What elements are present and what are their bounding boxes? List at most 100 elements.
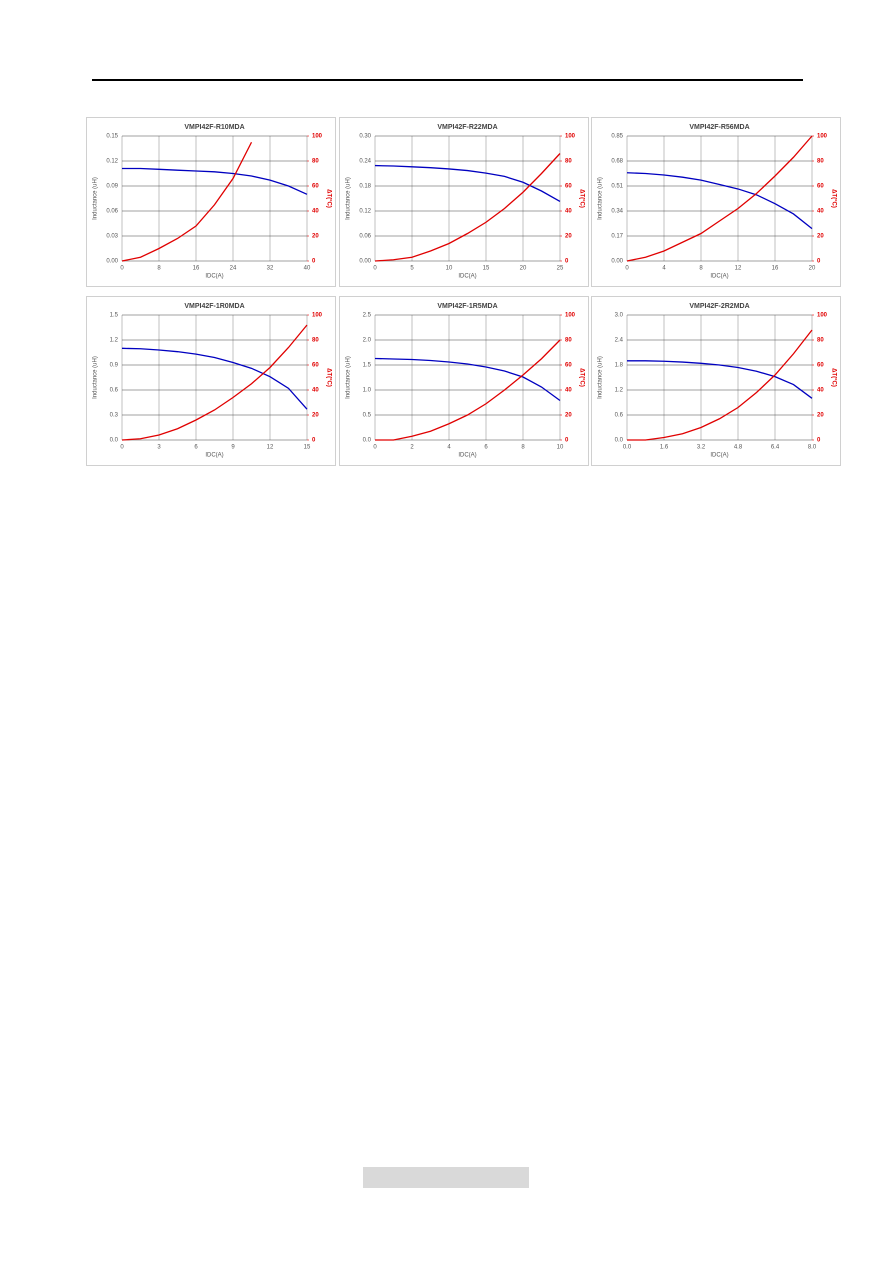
chart-panel: 0 3 6 9 12 15 0.0 0.3 0.6 0.9 1.2 1.5 0 20 40 60 80 100 VM…: [86, 296, 336, 466]
y2-tick-label: 0: [312, 259, 316, 265]
y2-tick-label: 60: [817, 363, 824, 369]
x-tick-label: 3.2: [697, 445, 706, 451]
chart-title: VMPI42F-2R2MDA: [689, 303, 749, 310]
x-tick-label: 24: [230, 266, 237, 272]
chart-title: VMPI42F-1R0MDA: [184, 303, 244, 310]
y2-tick-label: 0: [312, 438, 316, 444]
y2-tick-label: 80: [312, 338, 319, 344]
y2-tick-label: 40: [312, 388, 319, 394]
y2-tick-label: 100: [312, 313, 323, 319]
chart-panel: 0 4 8 12 16 20 0.00 0.17 0.34 0.51 0.68 0.85 0 20 40 60…: [591, 117, 841, 287]
series-line: [121, 347, 308, 410]
y-axis-label: Inductance (uH): [346, 356, 352, 399]
y2-tick-label: 100: [817, 313, 828, 319]
chart: 0 4 8 12 16 200.000.170.340.510.680.850204060…: [598, 124, 837, 280]
y2-tick-label: 20: [817, 413, 824, 419]
series-line: [375, 339, 561, 441]
y-tick-label: 1.2: [615, 388, 624, 394]
x-axis-label: IDC(A): [205, 274, 223, 280]
chart: 0.0 1.6 3.2 4.8 6.4 8.0 0.0 0.6 1.2 1.8 2.4 3.0 0 20 4…: [598, 303, 837, 459]
y-tick-label: 2.4: [615, 338, 624, 344]
x-tick-label: 6: [194, 445, 198, 451]
y2-tick-label: 80: [817, 159, 824, 165]
y2-tick-label: 20: [312, 413, 319, 419]
y2-tick-label: 40: [312, 209, 319, 215]
y-tick-label: 0.6: [615, 413, 624, 419]
y2-tick-label: 60: [565, 184, 572, 190]
chart-panel: 0.0 1.6 3.2 4.8 6.4 8.0 0.0 0.6 1.2 1.8 2.4 3.0 0 20 4…: [591, 296, 841, 466]
y-tick-label: 2.5: [363, 313, 372, 319]
y-tick-label: 0.09: [106, 184, 118, 190]
y2-tick-label: 60: [817, 184, 824, 190]
x-tick-label: 0: [625, 266, 629, 272]
chart-panel: 0 5 10 15 20 25 0.00 0.06 0.12 0.18 0.24 0.30 0 20 40 6…: [339, 117, 589, 287]
y2-tick-label: 100: [565, 313, 576, 319]
y-tick-label: 0.9: [110, 363, 119, 369]
x-tick-label: 5: [410, 266, 414, 272]
y-tick-label: 0.12: [359, 209, 371, 215]
series-line: [122, 167, 308, 195]
y-tick-label: 0.68: [611, 159, 623, 165]
x-tick-label: 25: [557, 266, 564, 272]
x-axis-label: IDC(A): [710, 453, 728, 459]
y-tick-label: 0.12: [106, 159, 118, 165]
x-axis-label: IDC(A): [458, 274, 476, 280]
y2-tick-label: 20: [565, 413, 572, 419]
x-tick-label: 0: [373, 445, 377, 451]
chart: 0 2 4 6 8 10 0.0 0.5 1.0 1.5 2.0 2.5 0 20 40 60 80 100 VMP…: [346, 303, 585, 459]
chart-title: VMPI42F-R10MDA: [184, 124, 244, 131]
x-tick-label: 15: [304, 445, 311, 451]
y2-tick-label: 0: [565, 259, 569, 265]
y-tick-label: 0.30: [359, 134, 371, 140]
y-tick-label: 0.24: [359, 159, 371, 165]
y-tick-label: 1.8: [615, 363, 624, 369]
x-tick-label: 8.0: [808, 445, 817, 451]
x-tick-label: 15: [483, 266, 490, 272]
y-tick-label: 0.18: [359, 184, 371, 190]
x-tick-label: 8: [157, 266, 161, 272]
y2-tick-label: 100: [817, 134, 828, 140]
x-tick-label: 2: [410, 445, 414, 451]
series-line: [374, 357, 561, 402]
x-tick-label: 40: [304, 266, 311, 272]
y2-axis-label: ΔT(°C): [830, 189, 836, 208]
y2-tick-label: 20: [565, 234, 572, 240]
x-tick-label: 6.4: [771, 445, 780, 451]
x-axis-label: IDC(A): [205, 453, 223, 459]
series-line: [626, 135, 813, 262]
header-rule: [92, 79, 803, 81]
y-tick-label: 2.0: [363, 338, 372, 344]
x-tick-label: 12: [267, 445, 274, 451]
y2-tick-label: 40: [817, 209, 824, 215]
x-tick-label: 3: [157, 445, 161, 451]
y-axis-label: Inductance (uH): [93, 356, 99, 399]
y-tick-label: 0.00: [611, 259, 623, 265]
footer-box: [363, 1167, 529, 1188]
y-axis-label: Inductance (uH): [598, 356, 604, 399]
y2-tick-label: 20: [312, 234, 319, 240]
y2-tick-label: 100: [312, 134, 323, 140]
y2-axis-label: ΔT(°C): [325, 368, 331, 387]
y-tick-label: 0.0: [615, 438, 624, 444]
series-line: [626, 172, 813, 230]
x-tick-label: 10: [557, 445, 564, 451]
x-tick-label: 10: [446, 266, 453, 272]
y-tick-label: 1.2: [110, 338, 119, 344]
y-tick-label: 1.0: [363, 388, 372, 394]
y2-tick-label: 0: [565, 438, 569, 444]
chart-panel: 0 8 16 24 32 40 0.00 0.03 0.06 0.09 0.12 0.15 0 20 40 6…: [86, 117, 336, 287]
x-tick-label: 0: [120, 266, 124, 272]
chart-panel: 0 2 4 6 8 10 0.0 0.5 1.0 1.5 2.0 2.5 0 20 40 60 80 100 VMP…: [339, 296, 589, 466]
x-tick-label: 0: [120, 445, 124, 451]
y2-tick-label: 0: [817, 259, 821, 265]
series-line: [121, 141, 253, 262]
x-tick-label: 9: [231, 445, 235, 451]
y2-tick-label: 80: [565, 159, 572, 165]
y2-tick-label: 60: [312, 363, 319, 369]
x-axis-label: IDC(A): [458, 453, 476, 459]
y2-axis-label: ΔT(°C): [578, 189, 584, 208]
y-tick-label: 0.51: [611, 184, 623, 190]
chart: 0 5 10 15 20 25 0.00 0.06 0.12 0.18 0.24 0.30 0 20 40 6…: [346, 124, 585, 280]
y-tick-label: 0.0: [110, 438, 119, 444]
